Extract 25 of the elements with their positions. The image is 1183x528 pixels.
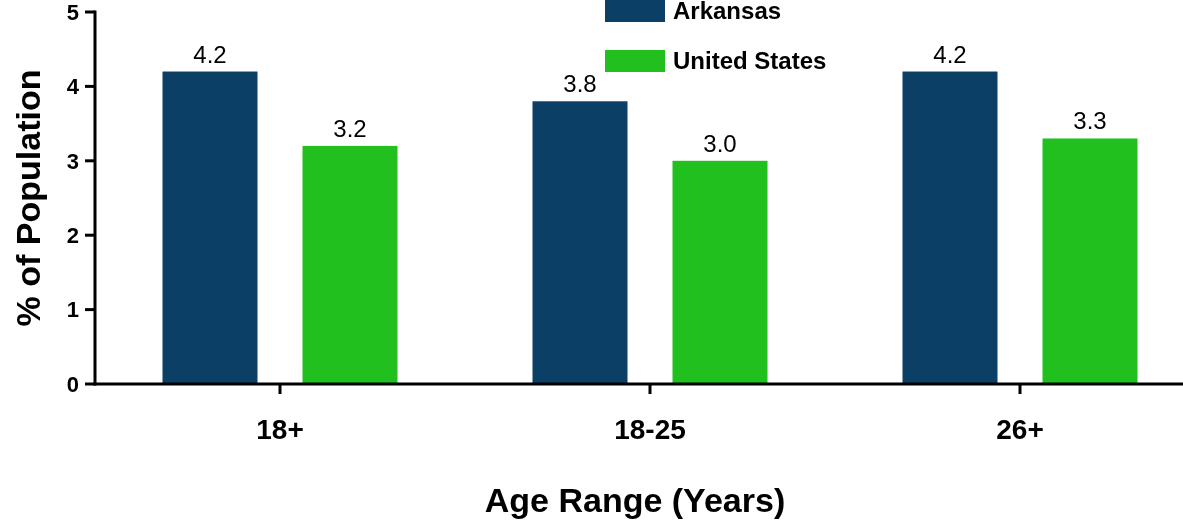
x-tick-label: 18-25 <box>614 414 686 445</box>
text: 3.2 <box>333 114 367 142</box>
x-tick-label: 18+ <box>256 414 304 445</box>
text: 3.0 <box>703 129 737 157</box>
y-tick-label: 1 <box>66 297 79 323</box>
bar <box>902 71 998 384</box>
text: 4.2 <box>933 40 967 68</box>
y-tick-label: 3 <box>66 148 79 174</box>
bar <box>1042 138 1138 384</box>
text: 3.8 <box>563 70 597 98</box>
bar <box>302 145 398 384</box>
x-axis-title: Age Range (Years) <box>484 481 786 519</box>
bar <box>532 101 628 384</box>
text: 3.3 <box>1073 107 1107 135</box>
y-tick-label: 4 <box>66 74 80 100</box>
y-tick-label: 2 <box>66 222 79 248</box>
text: 4.2 <box>193 40 227 68</box>
legend-label: Arkansas <box>673 0 782 25</box>
bar <box>672 160 768 384</box>
x-tick-label: 26+ <box>996 414 1044 445</box>
bar <box>162 71 258 384</box>
y-tick-label: 5 <box>66 0 79 25</box>
legend-label: United States <box>673 47 827 75</box>
y-tick-label: 0 <box>66 371 79 397</box>
y-axis-title: % of Population <box>9 69 47 327</box>
